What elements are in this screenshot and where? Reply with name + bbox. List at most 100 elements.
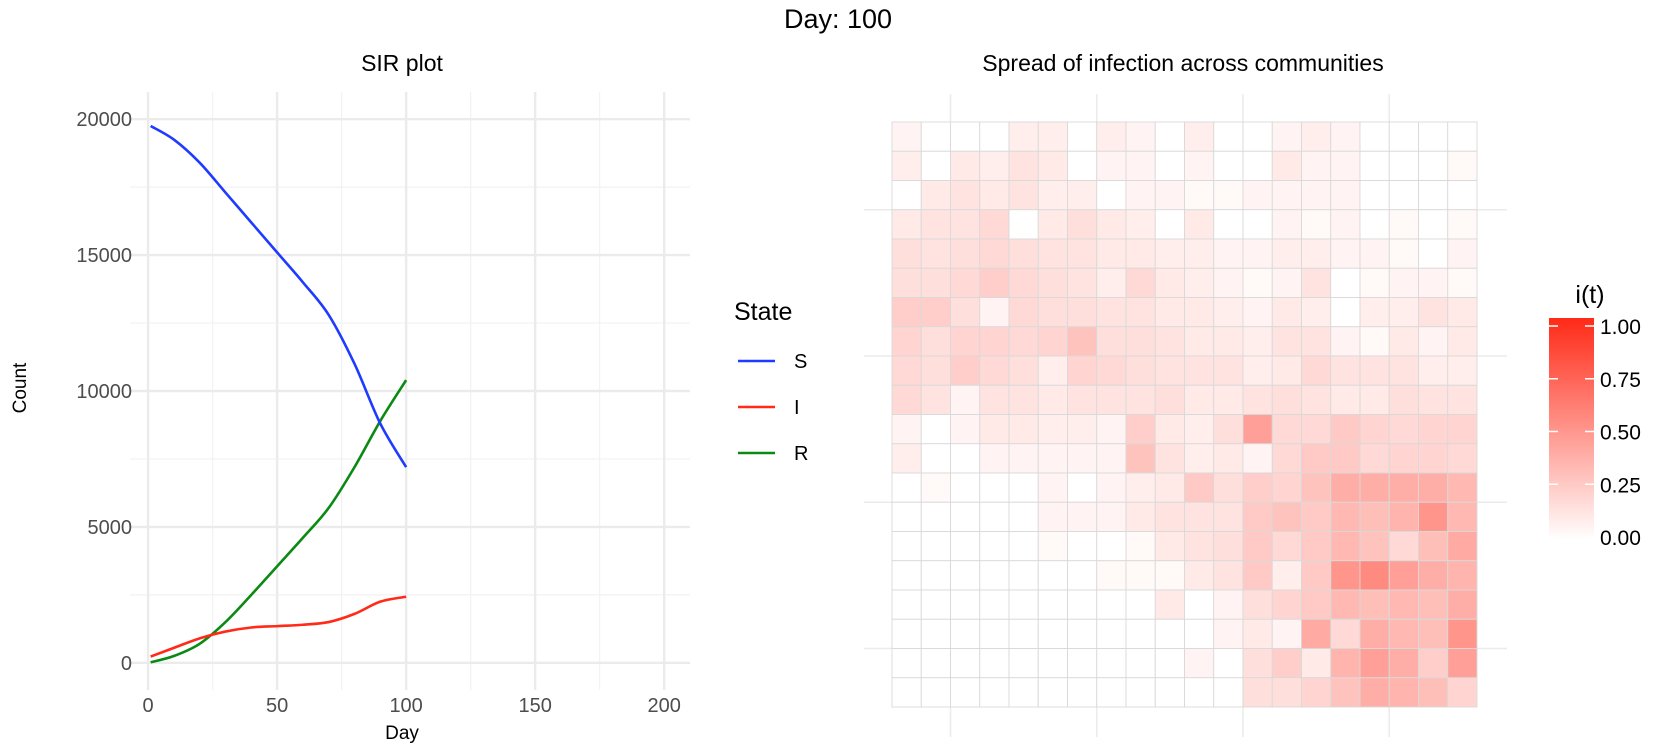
heatmap-cell — [920, 472, 951, 503]
heatmap-cell — [979, 677, 1010, 708]
heatmap-cells — [891, 121, 1478, 708]
heatmap-cell — [979, 121, 1010, 152]
heatmap-cell — [1154, 238, 1185, 269]
heatmap-cell — [891, 121, 922, 152]
heatmap-cell — [1008, 209, 1039, 240]
heatmap-cell — [920, 180, 951, 211]
heatmap-cell — [950, 180, 981, 211]
heatmap-cell — [1154, 560, 1185, 591]
colorbar-tick-label: 1.00 — [1600, 316, 1641, 339]
sir-y-tick-label: 15000 — [76, 245, 132, 267]
heatmap-cell — [1067, 121, 1098, 152]
heatmap-cell — [1330, 618, 1361, 649]
heatmap-cell — [1067, 443, 1098, 474]
heatmap-cell — [950, 501, 981, 532]
heatmap-cell — [1359, 589, 1390, 620]
heatmap-cell — [1008, 150, 1039, 181]
heatmap-cell — [1388, 384, 1419, 415]
heatmap-cell — [1184, 531, 1215, 562]
heatmap-cell — [1008, 589, 1039, 620]
heatmap-cell — [1447, 326, 1478, 357]
heatmap-cell — [1184, 355, 1215, 386]
heatmap-cell — [1330, 326, 1361, 357]
heatmap-cell — [1008, 560, 1039, 591]
heatmap-cell — [1184, 589, 1215, 620]
heatmap-cell — [1330, 501, 1361, 532]
heatmap-cell — [1388, 180, 1419, 211]
heatmap-cell — [1096, 297, 1127, 328]
heatmap-cell — [1154, 355, 1185, 386]
heatmap-cell — [1301, 150, 1332, 181]
heatmap-cell — [950, 209, 981, 240]
heatmap-cell — [979, 180, 1010, 211]
heatmap-cell — [1154, 414, 1185, 445]
heatmap-cell — [891, 443, 922, 474]
heatmap-cell — [1301, 531, 1332, 562]
heatmap-cell — [950, 531, 981, 562]
heatmap-cell — [1154, 501, 1185, 532]
heatmap-cell — [1242, 560, 1273, 591]
heatmap-cell — [1213, 180, 1244, 211]
sir-y-tick-label: 0 — [121, 653, 132, 675]
heatmap-cell — [1096, 589, 1127, 620]
heatmap-cell — [1067, 501, 1098, 532]
heatmap-cell — [1096, 443, 1127, 474]
heatmap-cell — [1154, 150, 1185, 181]
heatmap-cell — [1096, 414, 1127, 445]
heatmap-cell — [1037, 326, 1068, 357]
heatmap-cell — [1359, 267, 1390, 298]
heatmap-cell — [1037, 384, 1068, 415]
heatmap-cell — [1125, 443, 1156, 474]
heatmap-cell — [1067, 355, 1098, 386]
heatmap-cell — [950, 414, 981, 445]
heatmap-cell — [1037, 443, 1068, 474]
heatmap-cell — [1301, 414, 1332, 445]
heatmap-cell — [1154, 648, 1185, 679]
heatmap-cell — [1037, 501, 1068, 532]
heatmap-cell — [1008, 355, 1039, 386]
sir-x-tick-label: 50 — [266, 695, 288, 717]
heatmap-cell — [920, 326, 951, 357]
heatmap-cell — [920, 414, 951, 445]
heatmap-cell — [1037, 677, 1068, 708]
heatmap-cell — [1359, 648, 1390, 679]
heatmap-cell — [1447, 472, 1478, 503]
heatmap-cell — [1359, 443, 1390, 474]
heatmap-cell — [1125, 618, 1156, 649]
heatmap-cell — [1330, 267, 1361, 298]
heatmap-cell — [950, 677, 981, 708]
sir-y-tick-label: 5000 — [88, 517, 133, 539]
heatmap-cell — [891, 501, 922, 532]
heatmap-cell — [1125, 560, 1156, 591]
heatmap-cell — [1330, 384, 1361, 415]
legend-label-I: I — [794, 397, 800, 419]
heatmap-cell — [1330, 209, 1361, 240]
heatmap-cell — [920, 355, 951, 386]
series-line-S — [149, 124, 408, 468]
legend-title: State — [734, 298, 792, 326]
heatmap-cell — [1037, 180, 1068, 211]
heatmap-cell — [1242, 531, 1273, 562]
figure-title: Day: 100 — [784, 4, 892, 34]
heatmap-cell — [1330, 443, 1361, 474]
heatmap-cell — [1418, 150, 1449, 181]
heatmap-cell — [1388, 209, 1419, 240]
heatmap-cell — [1330, 560, 1361, 591]
heatmap-cell — [1096, 209, 1127, 240]
heatmap-cell — [1067, 297, 1098, 328]
heatmap-cell — [950, 648, 981, 679]
heatmap-cell — [1388, 355, 1419, 386]
heatmap-cell — [1271, 531, 1302, 562]
heatmap-cell — [920, 618, 951, 649]
heatmap-cell — [920, 121, 951, 152]
sir-y-tick-label: 20000 — [76, 109, 132, 131]
heatmap-cell — [1213, 150, 1244, 181]
heatmap-cell — [1418, 677, 1449, 708]
heatmap-cell — [950, 238, 981, 269]
heatmap-cell — [1154, 180, 1185, 211]
heatmap-cell — [1242, 589, 1273, 620]
heatmap-cell — [1184, 121, 1215, 152]
heatmap-cell — [979, 443, 1010, 474]
heatmap-cell — [1301, 121, 1332, 152]
heatmap-cell — [1096, 501, 1127, 532]
